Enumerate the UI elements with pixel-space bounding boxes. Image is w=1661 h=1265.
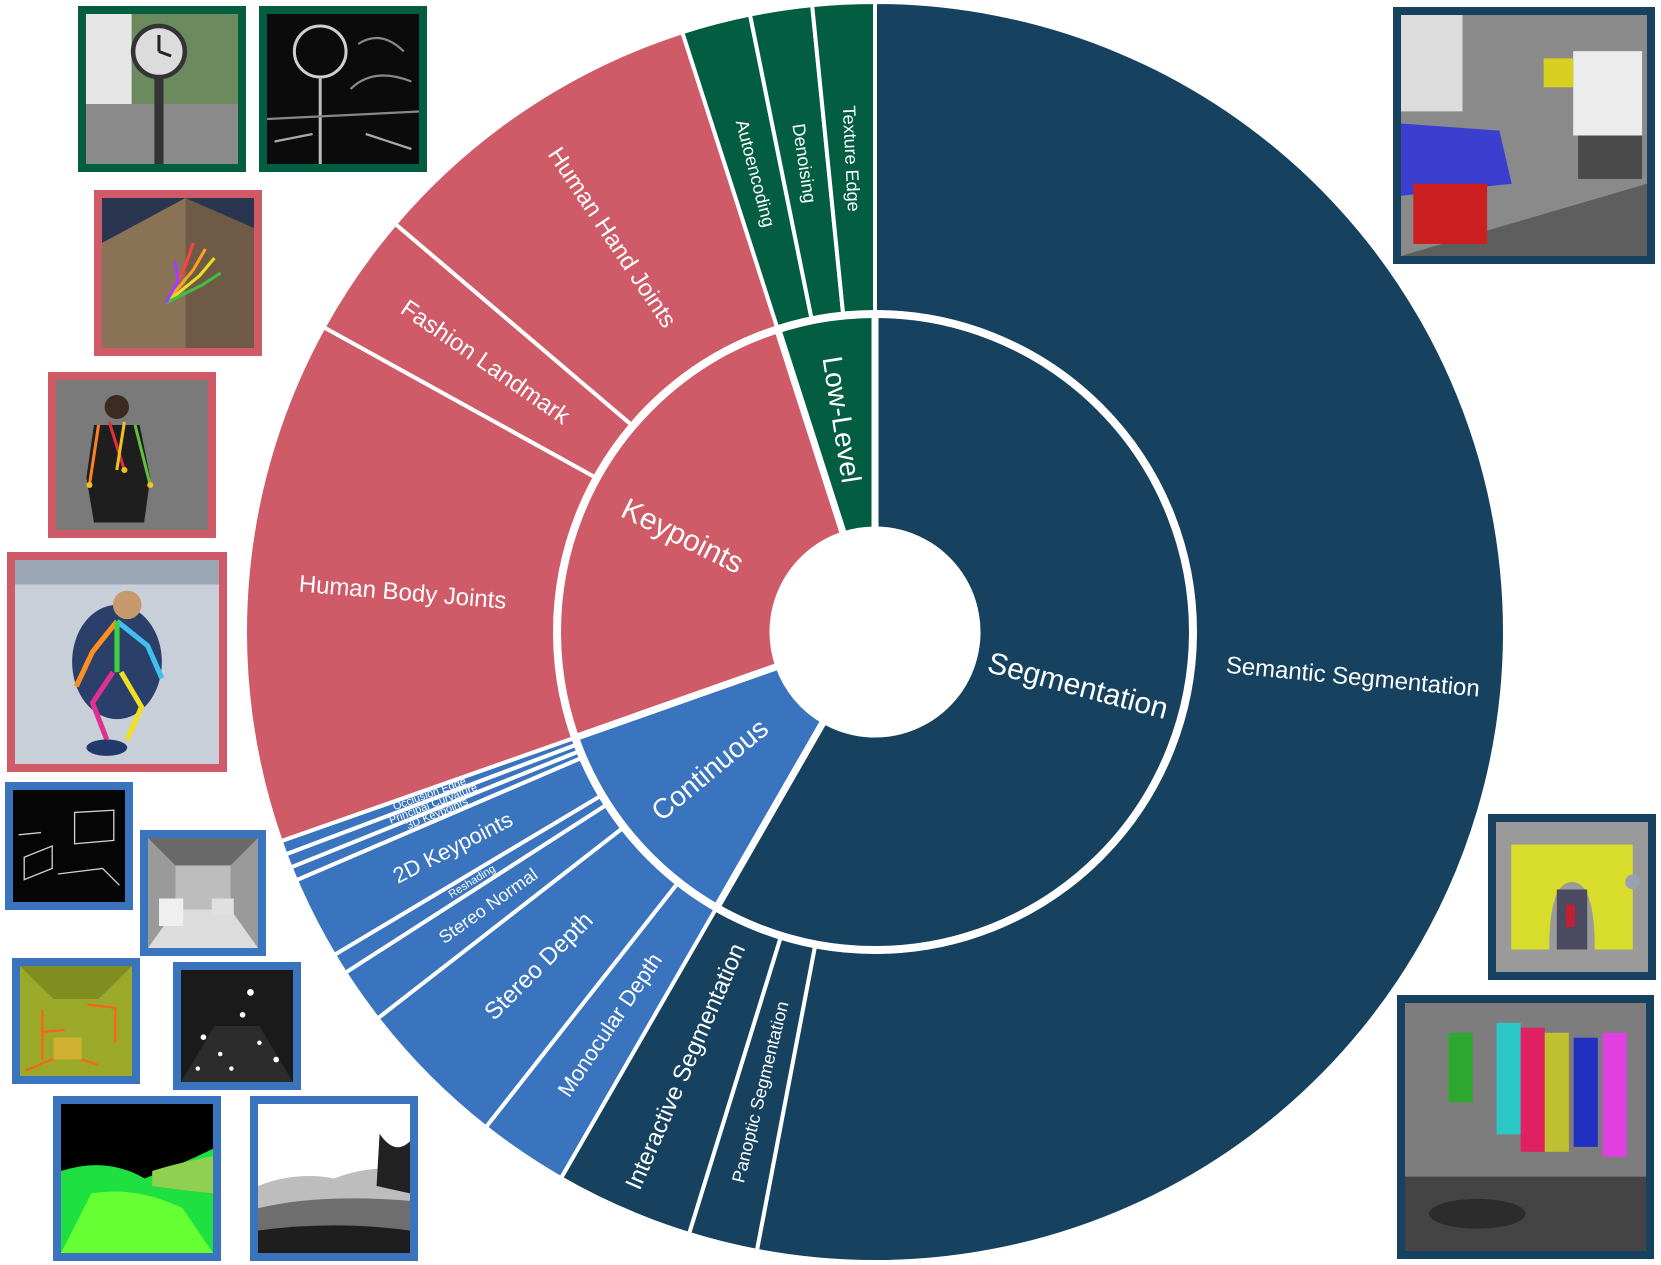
thumb-reshading xyxy=(140,830,266,956)
thumb-panoptic-people xyxy=(1397,995,1654,1259)
thumb-stereo-normal-image xyxy=(61,1104,213,1253)
thumb-fashion-landmark-image xyxy=(56,380,208,530)
thumb-clock-edges-image xyxy=(267,14,419,164)
thumb-hand-joints xyxy=(94,190,262,356)
thumb-clock-photo-image xyxy=(86,14,238,164)
thumb-clock-edges xyxy=(259,6,427,172)
thumb-body-joints xyxy=(7,552,227,772)
thumb-semantic-room xyxy=(1393,7,1655,264)
thumb-keypoints-2d xyxy=(173,962,301,1090)
thumb-clock-photo xyxy=(78,6,246,172)
thumb-stereo-depth xyxy=(250,1096,418,1261)
thumb-principal-curvature xyxy=(12,958,140,1084)
thumb-semantic-room-image xyxy=(1401,15,1647,256)
sunburst-ring-gap xyxy=(553,310,1197,954)
thumb-keypoints-2d-image xyxy=(181,970,293,1082)
thumb-stereo-depth-image xyxy=(258,1104,410,1253)
thumb-fashion-landmark xyxy=(48,372,216,538)
thumb-occlusion-edge xyxy=(5,782,133,910)
thumb-reshading-image xyxy=(148,838,258,948)
thumb-stereo-normal xyxy=(53,1096,221,1261)
thumb-body-joints-image xyxy=(15,560,219,764)
thumb-hand-joints-image xyxy=(102,198,254,348)
thumb-occlusion-edge-image xyxy=(13,790,125,902)
thumb-interactive-arch xyxy=(1488,814,1656,980)
thumb-panoptic-people-image xyxy=(1405,1003,1646,1251)
thumb-interactive-arch-image xyxy=(1496,822,1648,972)
thumb-principal-curvature-image xyxy=(20,966,132,1076)
